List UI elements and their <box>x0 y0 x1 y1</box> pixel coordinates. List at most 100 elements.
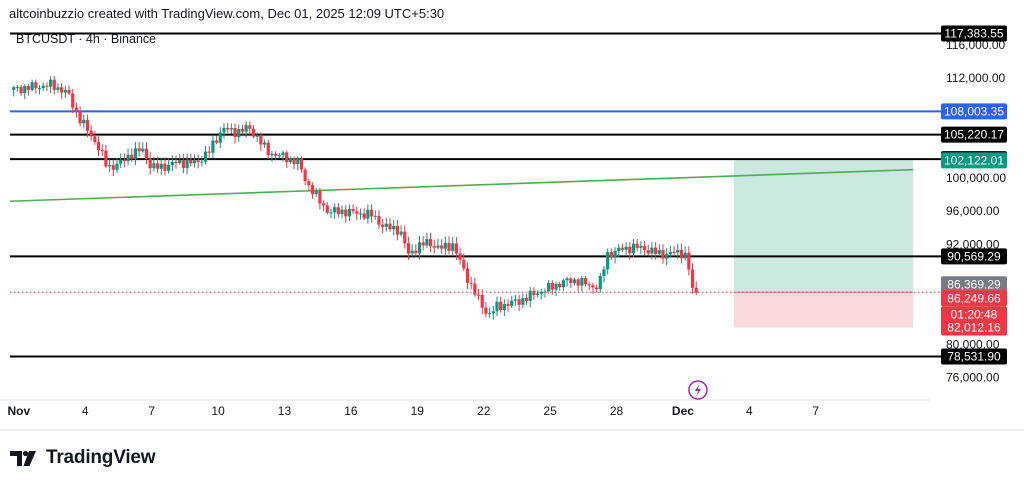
candle-body <box>218 132 222 143</box>
x-axis-tick-label: 4 <box>746 404 753 418</box>
candle-body <box>428 239 433 247</box>
candle-body <box>635 243 639 248</box>
candle-body <box>517 299 521 305</box>
x-axis-tick-label: 13 <box>278 404 292 418</box>
position-profit-zone[interactable] <box>733 160 914 293</box>
level-price-label: 90,569.29 <box>947 249 1001 263</box>
x-axis-tick-label: Dec <box>672 404 694 418</box>
candle-body <box>45 85 49 87</box>
candle-body <box>207 151 211 153</box>
candle-body <box>251 128 256 137</box>
x-axis-tick-label: 25 <box>543 404 557 418</box>
candle-body <box>443 242 447 249</box>
y-axis-tick-label: 80,000.00 <box>946 337 1000 351</box>
candle-body <box>602 269 606 276</box>
candle-body <box>628 246 632 254</box>
tradingview-logo-icon <box>10 450 36 466</box>
candle-body <box>19 86 23 94</box>
candle-body <box>654 247 658 254</box>
candle-body <box>292 158 296 165</box>
candle-body <box>392 225 396 230</box>
candle-body <box>510 300 514 306</box>
candle-body <box>395 225 399 235</box>
candle-body <box>366 209 370 219</box>
candle-body <box>484 307 488 314</box>
level-price-tag <box>941 25 1007 42</box>
candle-body <box>233 128 237 138</box>
candle-body <box>499 301 503 311</box>
candle-body <box>248 125 252 129</box>
candle-body <box>646 250 650 254</box>
candle-body <box>532 290 536 295</box>
candle-body <box>358 213 363 215</box>
level-price-tag <box>941 126 1007 143</box>
candle-body <box>281 152 285 156</box>
candle-body <box>170 161 174 165</box>
level-price-tag <box>941 248 1007 265</box>
candle-body <box>137 148 141 152</box>
candle-body <box>672 252 676 254</box>
symbol-info[interactable]: BTCUSDT · 4h · Binance <box>16 32 157 46</box>
candle-body <box>576 279 580 286</box>
trendline[interactable] <box>9 168 914 203</box>
candle-body <box>591 285 595 288</box>
candle-body <box>373 215 377 217</box>
candle-body <box>100 150 104 152</box>
candle-body <box>362 213 366 219</box>
candle-body <box>613 251 617 258</box>
x-axis-tick-label: 16 <box>344 404 358 418</box>
candle-body <box>74 107 79 112</box>
candle-body <box>152 163 156 169</box>
candle-body <box>274 153 278 156</box>
candle-body <box>85 119 90 131</box>
x-axis-tick-label: 7 <box>148 404 155 418</box>
candle-body <box>155 163 160 169</box>
x-axis-tick-label: Nov <box>8 404 31 418</box>
candle-body <box>469 282 473 284</box>
position-loss-zone[interactable] <box>733 292 914 328</box>
candle-body <box>344 209 348 217</box>
candle-body <box>639 246 643 248</box>
candle-body <box>296 158 300 165</box>
candle-body <box>631 243 636 254</box>
candle-body <box>189 159 193 164</box>
level-price-label: 105,220.17 <box>944 128 1004 142</box>
candle-body <box>144 148 149 159</box>
candle-body <box>565 278 569 281</box>
candle-body <box>506 304 510 306</box>
candle-body <box>56 87 60 90</box>
candle-body <box>642 246 647 251</box>
price-tag-label: 86,249.66 <box>947 291 1001 305</box>
candle-body <box>93 136 97 142</box>
tradingview-brand: TradingView <box>46 447 156 468</box>
candle-body <box>436 245 440 248</box>
candle-body <box>148 158 152 169</box>
candle-body <box>425 239 429 246</box>
y-axis-tick-label: 112,000.00 <box>946 71 1005 85</box>
candle-body <box>547 282 551 292</box>
candle-body <box>240 129 245 132</box>
x-axis-tick-label: 7 <box>812 404 819 418</box>
x-axis-tick-label: 4 <box>82 404 89 418</box>
countdown-label: 01:20:48 <box>951 307 998 321</box>
candle-body <box>595 287 599 289</box>
candle-body <box>111 165 115 170</box>
candle-body <box>196 160 200 162</box>
level-price-tag <box>941 348 1007 365</box>
candle-body <box>34 82 38 89</box>
candle-body <box>174 161 178 164</box>
x-axis-tick-label: 19 <box>411 404 425 418</box>
candle-body <box>381 224 385 227</box>
candle-body <box>314 190 318 195</box>
candle-body <box>528 290 532 301</box>
candle-body <box>406 243 411 254</box>
candle-body <box>104 150 108 167</box>
candle-body <box>410 250 414 254</box>
candle-body <box>561 280 565 288</box>
candle-body <box>384 223 388 227</box>
candle-body <box>480 294 484 308</box>
candle-body <box>554 283 558 290</box>
candle-body <box>321 203 326 206</box>
candle-body <box>12 87 16 90</box>
